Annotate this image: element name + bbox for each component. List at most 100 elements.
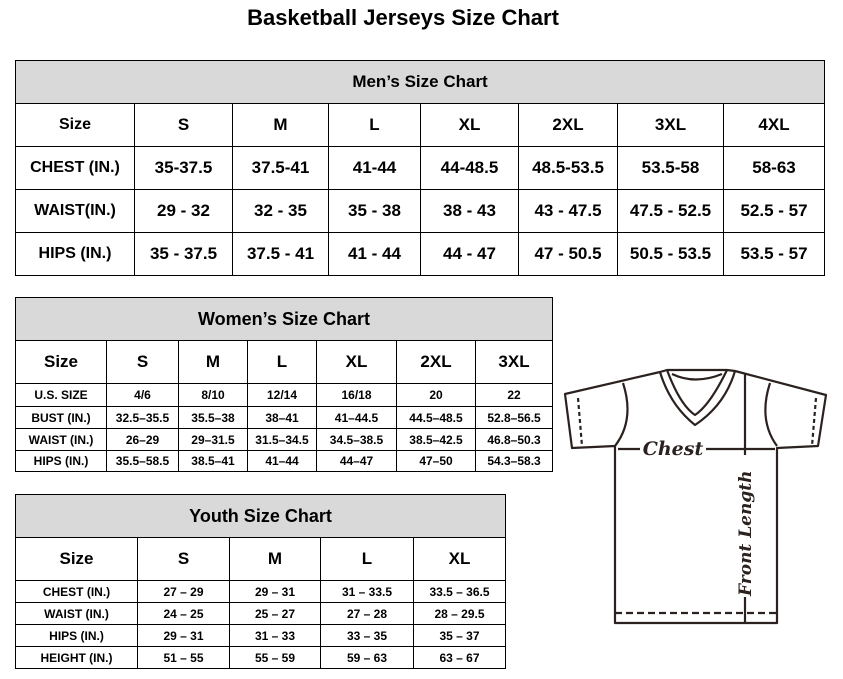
table-cell: 2XL: [518, 103, 618, 147]
row-label: CHEST (IN.): [15, 146, 135, 190]
table-cell: 44-48.5: [420, 146, 519, 190]
table-cell: 31 – 33: [229, 624, 321, 647]
table-cell: L: [247, 340, 317, 384]
row-label: WAIST (IN.): [15, 428, 107, 451]
table-row: HEIGHT (IN.) 51 – 55 55 – 59 59 – 63 63 – 67: [15, 646, 507, 669]
size-header-row: Size S M L XL 2XL 3XL 4XL: [15, 103, 826, 147]
row-label: HIPS (IN.): [15, 450, 107, 472]
table-cell: 55 – 59: [229, 646, 321, 669]
row-label: WAIST (IN.): [15, 602, 138, 625]
table-row: BUST (IN.) 32.5–35.5 35.5–38 38–41 41–44.5 44…: [15, 406, 554, 429]
table-cell: 47–50: [396, 450, 476, 472]
table-row: HIPS (IN.) 35 - 37.5 37.5 - 41 41 - 44 44 - …: [15, 232, 826, 276]
table-cell: 47.5 - 52.5: [617, 189, 724, 233]
table-cell: 50.5 - 53.5: [617, 232, 724, 276]
table-cell: XL: [316, 340, 397, 384]
table-cell: 53.5-58: [617, 146, 724, 190]
table-cell: 12/14: [247, 383, 317, 407]
table-cell: 29 – 31: [137, 624, 230, 647]
size-header-row: Size S M L XL: [15, 537, 507, 581]
table-cell: 38–41: [247, 406, 317, 429]
table-cell: 58-63: [722, 146, 826, 190]
table-cell: 52.5 - 57: [722, 189, 826, 233]
table-cell: S: [106, 340, 179, 384]
table-cell: 3XL: [617, 103, 724, 147]
table-cell: 41 - 44: [328, 232, 421, 276]
row-label: U.S. SIZE: [15, 383, 107, 407]
table-cell: S: [137, 537, 230, 581]
table-heading: Women’s Size Chart: [14, 297, 554, 341]
table-row: CHEST (IN.) 35-37.5 37.5-41 41-44 44-48.5 48.…: [15, 146, 826, 190]
table-cell: 48.5-53.5: [518, 146, 618, 190]
table-cell: 4XL: [722, 103, 826, 147]
collar: [658, 368, 737, 427]
table-cell: 27 – 28: [320, 602, 414, 625]
table-cell: 38.5–41: [178, 450, 248, 472]
table-cell: 59 – 63: [320, 646, 414, 669]
table-row: U.S. SIZE 4/6 8/10 12/14 16/18 20 22: [15, 383, 554, 407]
table-cell: XL: [412, 537, 507, 581]
jersey-diagram: Chest Front Length: [563, 368, 828, 625]
table-cell: 35.5–38: [178, 406, 248, 429]
table-cell: 54.3–58.3: [474, 450, 554, 472]
table-cell: L: [320, 537, 414, 581]
table-cell: 29 – 31: [229, 580, 321, 603]
row-label: HIPS (IN.): [15, 624, 138, 647]
table-cell: 35 – 37: [412, 624, 507, 647]
table-cell: 38 - 43: [420, 189, 519, 233]
table-cell: 63 – 67: [412, 646, 507, 669]
table-cell: 51 – 55: [137, 646, 230, 669]
womens-size-table: Women’s Size Chart Size S M L XL 2XL 3XL U.S. SI…: [14, 297, 554, 472]
table-cell: M: [229, 537, 321, 581]
table-heading: Men’s Size Chart: [14, 60, 826, 104]
table-cell: 24 – 25: [137, 602, 230, 625]
table-cell: 3XL: [474, 340, 554, 384]
table-cell: 33 – 35: [320, 624, 414, 647]
table-cell: 16/18: [316, 383, 397, 407]
table-cell: 37.5 - 41: [232, 232, 329, 276]
row-label: BUST (IN.): [15, 406, 107, 429]
table-cell: 35 - 38: [328, 189, 421, 233]
row-label: CHEST (IN.): [15, 580, 138, 603]
table-cell: 35.5–58.5: [106, 450, 179, 472]
table-cell: 46.8–50.3: [474, 428, 554, 451]
page-title: Basketball Jerseys Size Chart: [247, 5, 559, 30]
table-row: CHEST (IN.) 27 – 29 29 – 31 31 – 33.5 33.5 –…: [15, 580, 507, 603]
table-heading: Youth Size Chart: [14, 494, 507, 538]
table-cell: 34.5–38.5: [316, 428, 397, 451]
table-cell: 20: [396, 383, 476, 407]
row-label: WAIST(IN.): [15, 189, 135, 233]
table-cell: 44 - 47: [420, 232, 519, 276]
row-label: Size: [15, 537, 138, 581]
table-cell: 29 - 32: [134, 189, 233, 233]
table-cell: 38.5–42.5: [396, 428, 476, 451]
right-sleeve-seam: [764, 382, 778, 447]
table-cell: 27 – 29: [137, 580, 230, 603]
table-cell: 32.5–35.5: [106, 406, 179, 429]
table-cell: 29–31.5: [178, 428, 248, 451]
table-cell: 32 - 35: [232, 189, 329, 233]
table-cell: 52.8–56.5: [474, 406, 554, 429]
table-cell: 53.5 - 57: [722, 232, 826, 276]
table-cell: 44–47: [316, 450, 397, 472]
table-cell: M: [178, 340, 248, 384]
size-header-row: Size S M L XL 2XL 3XL: [15, 340, 554, 384]
table-cell: 33.5 – 36.5: [412, 580, 507, 603]
table-cell: 37.5-41: [232, 146, 329, 190]
chest-label: Chest: [643, 438, 704, 460]
table-cell: 35 - 37.5: [134, 232, 233, 276]
table-cell: 8/10: [178, 383, 248, 407]
left-sleeve-seam: [614, 382, 629, 447]
table-cell: 47 - 50.5: [518, 232, 618, 276]
table-cell: 35-37.5: [134, 146, 233, 190]
youth-size-table: Youth Size Chart Size S M L XL CHEST (IN.) 27 –…: [14, 494, 507, 669]
table-cell: M: [232, 103, 329, 147]
table-cell: 22: [474, 383, 554, 407]
row-label: HEIGHT (IN.): [15, 646, 138, 669]
table-cell: XL: [420, 103, 519, 147]
table-row: WAIST (IN.) 26–29 29–31.5 31.5–34.5 34.5–38.…: [15, 428, 554, 451]
table-cell: 28 – 29.5: [412, 602, 507, 625]
table-cell: 31.5–34.5: [247, 428, 317, 451]
table-cell: 44.5–48.5: [396, 406, 476, 429]
table-row: HIPS (IN.) 35.5–58.5 38.5–41 41–44 44–47 47–5…: [15, 450, 554, 472]
